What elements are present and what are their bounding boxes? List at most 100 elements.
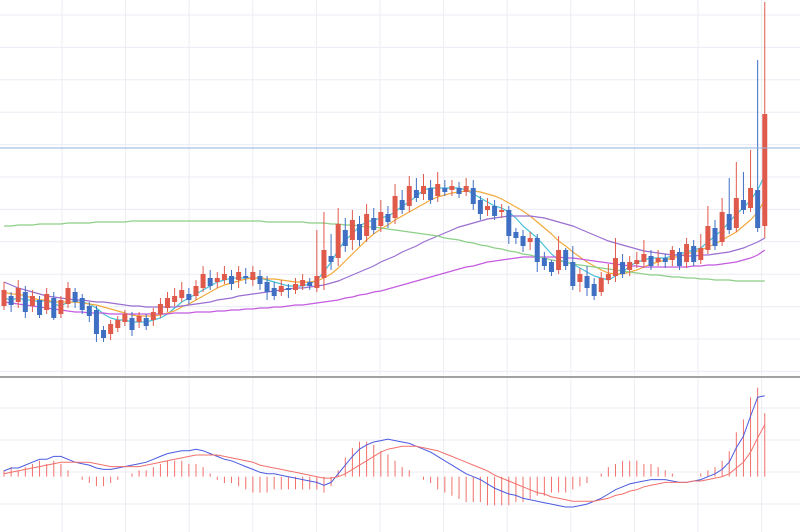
candle-body	[605, 274, 611, 280]
candle	[762, 2, 768, 238]
candle-body	[278, 286, 284, 292]
candle	[15, 280, 21, 308]
candle	[29, 290, 35, 312]
candle	[506, 206, 512, 244]
candle	[584, 266, 590, 296]
candle-body	[413, 190, 419, 198]
candle-body	[712, 228, 718, 246]
candle	[662, 254, 668, 268]
candle-body	[335, 224, 341, 258]
candle	[51, 292, 57, 320]
candle-body	[740, 200, 746, 210]
candle-body	[570, 262, 576, 286]
candle	[22, 286, 28, 318]
candle-body	[442, 188, 448, 192]
candle	[278, 280, 284, 296]
candle	[705, 206, 711, 254]
candle	[684, 238, 690, 268]
candle-body	[420, 186, 426, 194]
candle	[691, 240, 697, 266]
candle	[236, 266, 242, 288]
candle-body	[641, 254, 647, 262]
candle-body	[22, 292, 28, 312]
candle-body	[179, 290, 185, 298]
candle	[264, 276, 270, 300]
candle	[165, 292, 171, 312]
candle	[676, 248, 682, 270]
candle	[257, 270, 263, 290]
candle	[463, 178, 469, 196]
candle-body	[726, 214, 732, 230]
candle	[748, 150, 754, 212]
candle	[755, 60, 761, 232]
candle-body	[51, 298, 57, 318]
candle	[229, 270, 235, 290]
candle-body	[748, 188, 754, 208]
candle-body	[520, 236, 526, 246]
candle-body	[477, 200, 483, 214]
candle	[328, 234, 334, 270]
candle-body	[86, 306, 92, 316]
candle	[534, 234, 540, 272]
candle-body	[129, 318, 135, 330]
candle	[577, 268, 583, 292]
candle-body	[676, 252, 682, 266]
candle	[101, 326, 107, 342]
candle-body	[300, 280, 306, 286]
candle-body	[378, 212, 384, 226]
candle-body	[115, 320, 121, 328]
candle	[513, 228, 519, 244]
candle	[115, 316, 121, 332]
candle	[243, 268, 249, 284]
candle-body	[371, 218, 377, 230]
candle-body	[534, 238, 540, 262]
candle	[335, 208, 341, 266]
candle	[655, 250, 661, 266]
signal-line	[3, 424, 766, 502]
ma-75-line	[3, 249, 766, 315]
candle-body	[29, 296, 35, 306]
candle-body	[58, 300, 64, 314]
candle-body	[648, 256, 654, 266]
candle-body	[342, 230, 348, 246]
candle-body	[506, 210, 512, 236]
candle-body	[143, 318, 149, 326]
candle-body	[93, 310, 99, 334]
candle	[207, 270, 213, 290]
candle-body	[762, 114, 768, 226]
candle-body	[684, 244, 690, 262]
candle	[93, 306, 99, 342]
candle-body	[364, 214, 370, 236]
candle-body	[449, 186, 455, 190]
candle	[8, 292, 14, 312]
candle-body	[463, 186, 469, 192]
candle-body	[470, 188, 476, 204]
candle-body	[157, 304, 163, 314]
candle	[300, 274, 306, 290]
candle-body	[620, 262, 626, 274]
candle-body	[293, 284, 299, 290]
candle	[527, 232, 533, 250]
candle-body	[527, 238, 533, 242]
candle-body	[499, 210, 505, 212]
candle-body	[264, 282, 270, 292]
candle-body	[307, 282, 313, 286]
candle-body	[755, 190, 761, 228]
candle-body	[541, 258, 547, 266]
candle-body	[172, 296, 178, 302]
candle	[200, 266, 206, 292]
candle-body	[698, 248, 704, 260]
candle-body	[186, 294, 192, 300]
candle	[86, 302, 92, 322]
candle-body	[492, 206, 498, 216]
candle-body	[591, 284, 597, 296]
candle-body	[257, 276, 263, 284]
candle	[456, 182, 462, 198]
candle	[143, 314, 149, 330]
candle-body	[243, 276, 249, 278]
ma-10-line	[3, 190, 766, 317]
candle	[378, 200, 384, 232]
candle-body	[229, 276, 235, 284]
candle	[428, 180, 434, 204]
candle-body	[399, 200, 405, 210]
